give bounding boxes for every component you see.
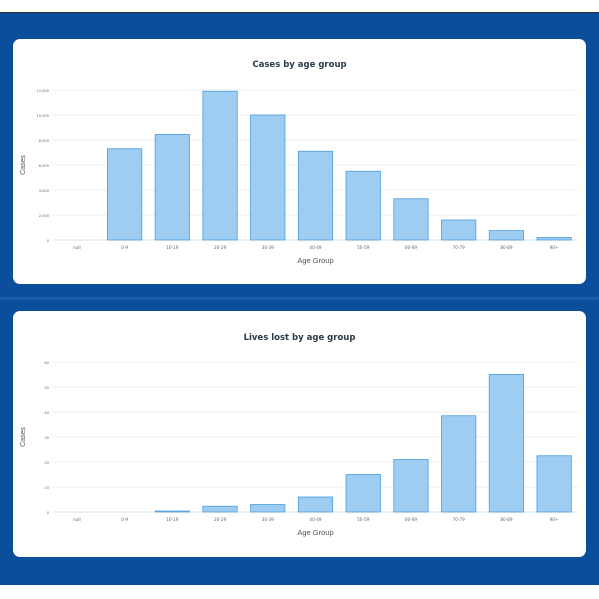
y-tick-label: 30: [44, 436, 49, 440]
bar: [488, 230, 524, 241]
y-tick-label: 0: [47, 511, 50, 515]
x-tick-label: 60-69: [405, 517, 418, 522]
y-tick-label: 4,000: [39, 189, 50, 193]
y-tick-label: 20: [44, 461, 49, 465]
bar: [250, 114, 286, 241]
cases-chart: 0 2,000 4,000 6,000 8,000 10,000 12,000 null 0-9…: [20, 89, 578, 265]
x-tick-label: 50-59: [357, 517, 370, 522]
x-tick-label: 90+: [550, 517, 559, 522]
x-tick-label: 30-39: [262, 245, 275, 250]
x-tick-label: 70-79: [453, 245, 466, 250]
y-tick-label: 10,000: [36, 114, 49, 118]
bar: [345, 474, 381, 513]
bar: [536, 237, 572, 241]
bar: [441, 415, 477, 513]
y-tick-label: 60: [44, 361, 49, 365]
x-tick-label: 80-89: [500, 245, 513, 250]
x-tick-label: 10-19: [166, 245, 179, 250]
x-axis-label: Age Group: [297, 528, 333, 537]
x-tick-label: 60-69: [405, 245, 418, 250]
deaths-chart: 0 10 20 30 40 50 60 null 0-9 10-19 20-29 30-39 40-49…: [20, 361, 578, 537]
y-axis-label: Cases: [20, 155, 27, 175]
x-axis-label: Age Group: [297, 256, 333, 265]
x-tick-label: 30-39: [262, 517, 275, 522]
x-tick-label: 50-59: [357, 245, 370, 250]
bar: [202, 505, 238, 513]
y-tick-label: 12,000: [36, 89, 49, 93]
x-tick-label: 80-89: [500, 517, 513, 522]
bar: [154, 510, 190, 513]
bottom-strip: [0, 585, 599, 599]
y-tick-label: 10: [44, 486, 49, 490]
y-tick-label: 2,000: [39, 214, 50, 218]
y-tick-label: 8,000: [39, 139, 50, 143]
bar: [297, 496, 334, 513]
bar: [154, 133, 190, 241]
deaths-chart-title: Lives lost by age group: [243, 333, 356, 343]
top-bar: [0, 0, 599, 13]
bar: [488, 374, 524, 513]
cases-chart-title: Cases by age group: [252, 60, 347, 70]
x-tick-label: null: [73, 517, 81, 522]
y-tick-label: 0: [47, 239, 50, 243]
bar: [441, 219, 477, 241]
bar: [393, 459, 429, 513]
bar: [250, 504, 286, 513]
bar: [297, 150, 334, 241]
x-tick-label: 20-29: [214, 517, 227, 522]
x-tick-label: 20-29: [214, 245, 227, 250]
y-tick-label: 6,000: [39, 164, 50, 168]
deaths-chart-card: Lives lost by age group 0 10 20 30 40 50 60 nul…: [13, 311, 586, 557]
y-tick-label: 50: [44, 386, 49, 390]
bar: [345, 170, 381, 241]
y-axis-label: Cases: [20, 427, 27, 447]
band-divider: [0, 297, 599, 300]
cases-chart-card: Cases by age group 0 2,000 4,000 6,000 8,000…: [13, 39, 586, 284]
x-tick-label: 40-49: [309, 245, 322, 250]
x-tick-label: 90+: [550, 245, 559, 250]
x-tick-label: 10-19: [166, 517, 179, 522]
bar: [107, 148, 143, 241]
bar: [536, 455, 572, 513]
x-tick-label: null: [73, 245, 81, 250]
x-tick-label: 0-9: [121, 245, 128, 250]
x-tick-label: 70-79: [453, 517, 466, 522]
y-tick-label: 40: [44, 411, 49, 415]
x-tick-label: 0-9: [121, 517, 128, 522]
x-tick-label: 40-49: [309, 517, 322, 522]
bar: [393, 198, 429, 241]
bar: [202, 90, 238, 241]
